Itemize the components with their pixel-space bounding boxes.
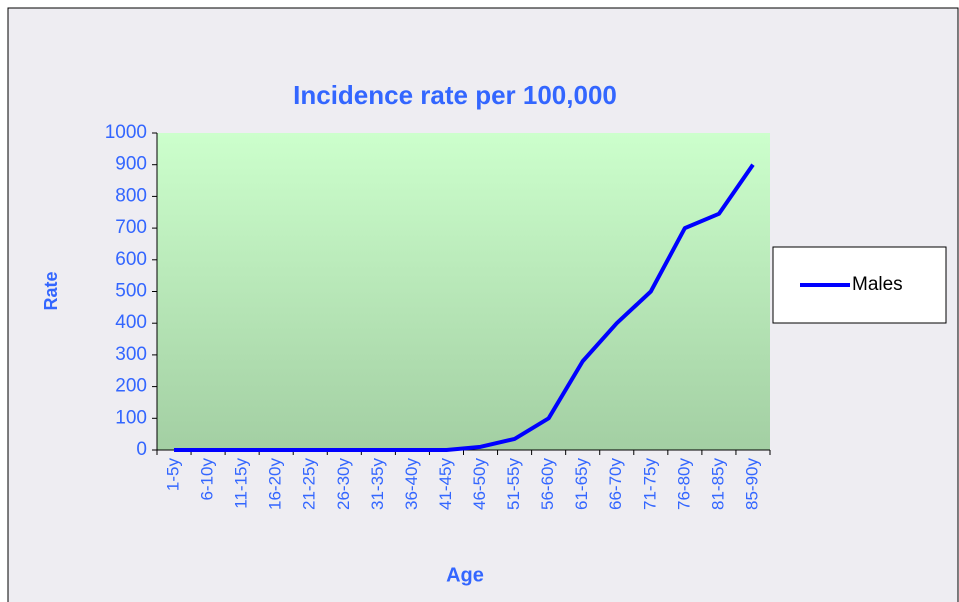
x-tick-label: 11-15y [232, 458, 251, 509]
x-tick-label: 1-5y [164, 458, 183, 492]
x-tick-label: 41-45y [436, 458, 455, 510]
y-tick-label: 900 [115, 154, 147, 175]
x-tick-label: 76-80y [674, 458, 693, 510]
x-tick-label: 26-30y [334, 458, 353, 510]
line [174, 163, 755, 452]
y-tick-label: 300 [115, 344, 147, 365]
chart-title: Incidence rate per 100,000 [293, 80, 617, 110]
x-tick-label: 31-35y [368, 458, 387, 510]
y-tick-label: 0 [136, 439, 147, 460]
y-tick-label: 100 [115, 407, 147, 428]
legend-label: Males [852, 274, 903, 295]
y-tick-label: 600 [115, 249, 147, 270]
x-tick-label: 71-75y [640, 458, 659, 510]
y-axis-label: Rate [41, 271, 61, 310]
x-tick-label: 66-70y [606, 458, 625, 510]
x-tick-label: 51-55y [504, 458, 523, 510]
x-tick-label: 21-25y [300, 458, 319, 510]
x-axis-label: Age [446, 564, 484, 586]
y-tick-label: 700 [115, 217, 147, 238]
x-tick-label: 85-90y [742, 458, 761, 510]
y-tick-label: 500 [115, 281, 147, 302]
x-tick-label: 81-85y [708, 458, 727, 510]
x-tick-label: 16-20y [266, 458, 285, 510]
x-tick-label: 36-40y [402, 458, 421, 510]
plot-area [157, 133, 770, 450]
y-tick-label: 1000 [105, 122, 147, 143]
x-tick-label: 46-50y [470, 458, 489, 510]
y-tick-label: 400 [115, 312, 147, 333]
x-tick-label: 61-65y [572, 458, 591, 510]
x-tick-label: 56-60y [538, 458, 557, 510]
x-tick-label: 6-10y [198, 458, 217, 501]
y-tick-label: 200 [115, 376, 147, 397]
y-tick-label: 800 [115, 185, 147, 206]
